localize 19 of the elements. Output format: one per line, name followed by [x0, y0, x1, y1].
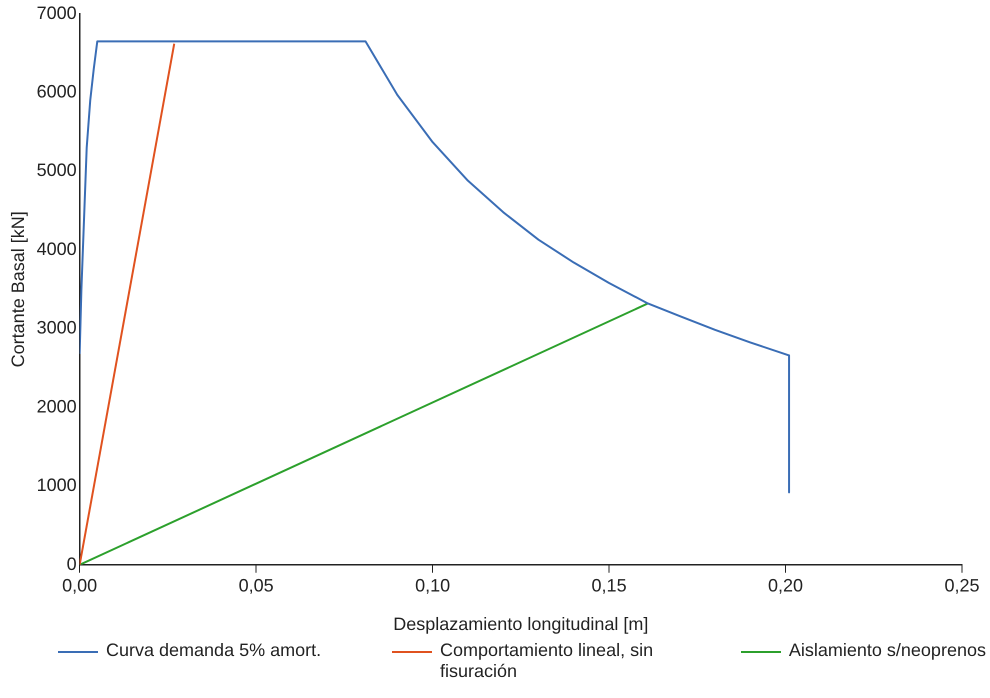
y-tick-label: 6000 — [36, 81, 77, 102]
x-tick-label: 0,00 — [62, 576, 98, 596]
legend-label: Comportamiento lineal, sin fisuración — [440, 640, 654, 682]
y-tick-label: 7000 — [36, 2, 77, 23]
x-tick-label: 0,20 — [768, 576, 804, 596]
x-tick-label: 0,25 — [944, 576, 980, 596]
y-tick-label: 0 — [66, 554, 77, 574]
y-axis-title: Cortante Basal [kN] — [8, 211, 28, 368]
y-tick-label: 5000 — [36, 160, 77, 180]
y-tick-label: 3000 — [36, 318, 77, 338]
legend-label: Curva demanda 5% amort. — [106, 640, 322, 661]
x-tick-label: 0,05 — [238, 576, 274, 596]
y-tick-label: 4000 — [36, 238, 77, 259]
y-tick-label: 1000 — [36, 475, 77, 496]
legend-label: Aislamiento s/neoprenos — [788, 640, 986, 661]
y-tick-label: 2000 — [36, 396, 77, 416]
x-axis-title: Desplazamiento longitudinal [m] — [393, 614, 648, 634]
x-tick-label: 0,10 — [415, 576, 450, 596]
x-tick-label: 0,15 — [592, 576, 627, 596]
